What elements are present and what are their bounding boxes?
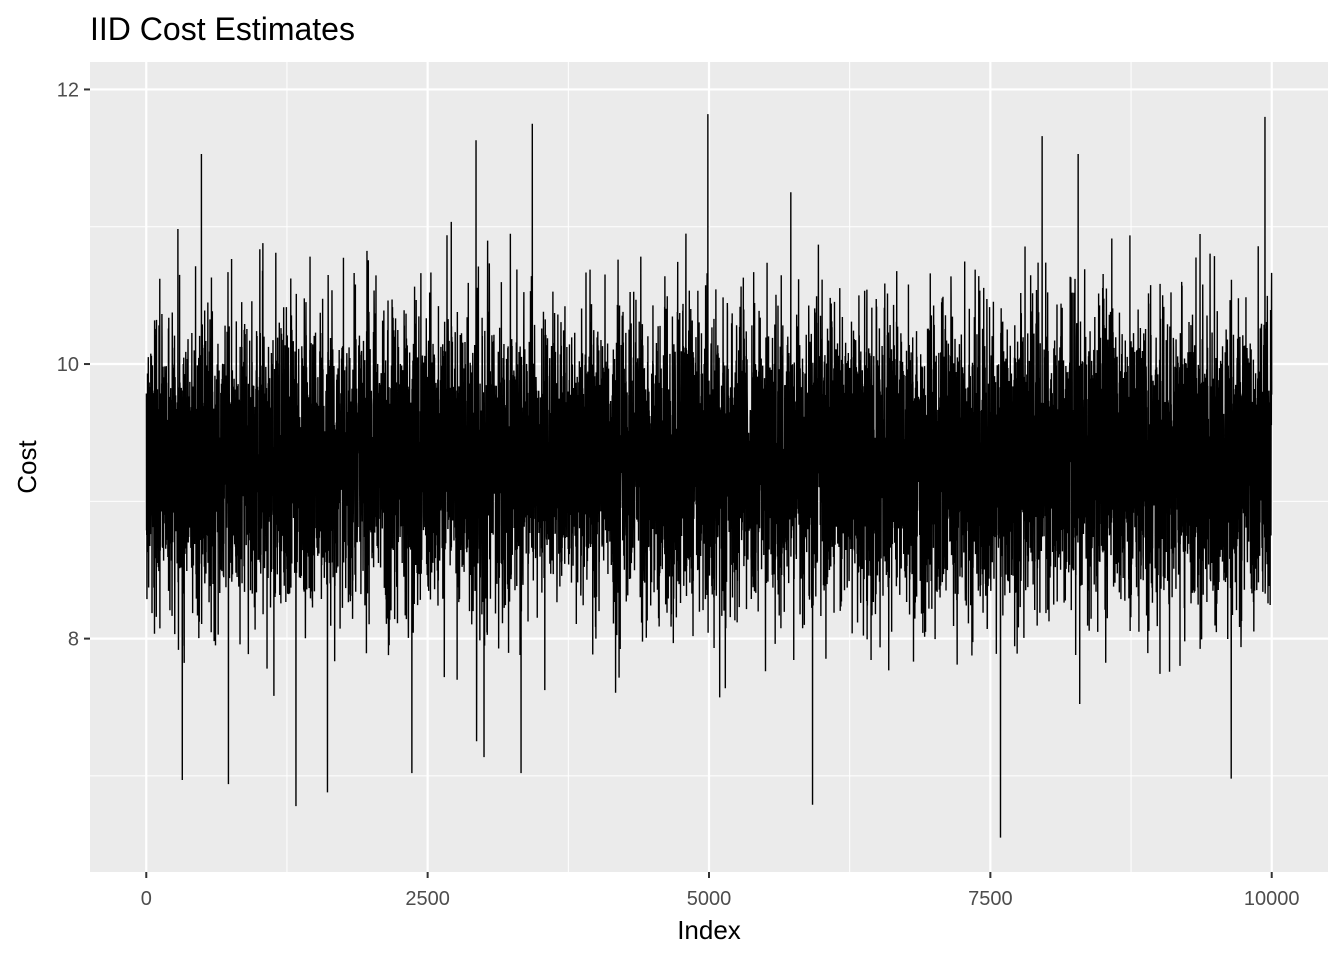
series-cost xyxy=(145,114,1273,838)
series-line-cost xyxy=(145,114,1273,838)
y-tick-label-2: 12 xyxy=(57,79,79,101)
x-tick-label-2: 5000 xyxy=(687,888,732,910)
x-tick-label-4: 10000 xyxy=(1244,888,1300,910)
y-axis: 8 10 12 xyxy=(57,79,90,651)
x-tick-label-3: 7500 xyxy=(968,888,1013,910)
x-axis: 0 2500 5000 7500 10000 xyxy=(141,872,1300,910)
x-axis-title: Index xyxy=(677,915,741,945)
x-tick-label-1: 2500 xyxy=(405,888,450,910)
x-tick-label-0: 0 xyxy=(141,888,152,910)
y-tick-label-1: 10 xyxy=(57,354,79,376)
y-axis-title: Cost xyxy=(12,439,42,493)
chart-title: IID Cost Estimates xyxy=(90,11,355,47)
y-tick-label-0: 8 xyxy=(68,629,79,651)
